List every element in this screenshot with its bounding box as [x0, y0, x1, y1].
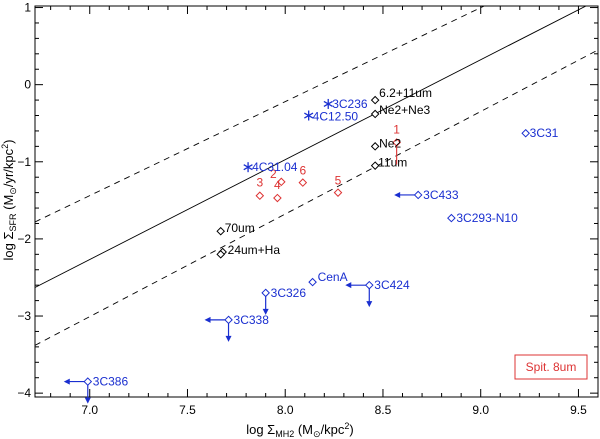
ne2-ne3-point-label: Ne2+Ne3	[379, 103, 430, 117]
ne2-ne3-diamond-marker	[370, 109, 380, 119]
3c433-diamond-marker	[413, 190, 423, 200]
11um-point-label: 11um	[378, 156, 407, 170]
2-point-label: 2	[270, 167, 277, 181]
6-2-11um-point-label: 6.2+11um	[379, 86, 432, 100]
4-point-label: 4	[274, 178, 281, 192]
70um-diamond-marker	[216, 226, 226, 236]
y-tick-label: 1	[24, 1, 31, 15]
cena-point-label: CenA	[318, 270, 348, 284]
6-diamond-marker	[298, 178, 308, 187]
4c12-50-point-label: 4C12.50	[313, 110, 359, 124]
3c293-n10-point-label: 3C293-N10	[456, 211, 518, 225]
3c31-diamond-marker	[521, 128, 530, 138]
3c31-point-label: 3C31	[530, 126, 559, 140]
3c293-n10-diamond-marker	[447, 213, 456, 223]
x-tick-label: 9.0	[472, 403, 489, 417]
4c12-50-asterisk-marker	[304, 110, 314, 121]
x-tick-label: 7.5	[179, 403, 196, 417]
lower-dashed-line	[35, 49, 598, 346]
solid-relation-line	[35, 6, 587, 288]
6-point-label: 6	[299, 164, 306, 178]
4c31-04-point-label: 4C31.04	[252, 160, 298, 174]
legend-label: Spit. 8um	[526, 360, 577, 374]
upper-dashed-line	[35, 6, 486, 223]
3c326-diamond-marker	[261, 288, 270, 298]
point-0-6-diamond-marker	[216, 250, 226, 259]
x-axis-label: log ΣMH2 (M⊙/kpc2)	[246, 421, 354, 439]
x-tick-label: 8.5	[375, 403, 392, 417]
x-tick-label: 9.5	[570, 403, 587, 417]
cena-diamond-marker	[308, 277, 317, 287]
ne2-diamond-marker	[370, 142, 380, 151]
y-axis-label: log ΣSFR (M⊙/yr/kpc2)	[0, 140, 18, 261]
ne2-point-label: Ne2	[379, 136, 401, 150]
4-diamond-marker	[273, 193, 282, 203]
3c433-point-label: 3C433	[423, 188, 459, 202]
y-tick-label: −4	[17, 386, 31, 400]
4c31-04-asterisk-marker	[243, 162, 253, 173]
2-diamond-marker	[277, 177, 286, 187]
legend-box	[514, 354, 588, 380]
plot-frame	[34, 5, 599, 398]
24um-ha-point-label: 24um+Ha	[228, 243, 281, 257]
3c236-asterisk-marker	[323, 98, 333, 109]
y-tick-label: 0	[24, 78, 31, 92]
legend: Spit. 8um	[514, 354, 588, 380]
3c386-diamond-marker	[83, 377, 93, 386]
5-diamond-marker	[333, 188, 343, 197]
6-2-11um-diamond-marker	[370, 95, 380, 105]
y-tick-label: −1	[17, 155, 31, 169]
5-point-label: 5	[335, 174, 342, 188]
1-point-label: 1	[393, 123, 400, 137]
11um-diamond-marker	[370, 161, 380, 170]
y-tick-label: −2	[17, 232, 31, 246]
70um-point-label: 70um	[225, 221, 255, 235]
x-tick-label: 8.0	[277, 403, 294, 417]
3c236-point-label: 3C236	[332, 97, 368, 111]
y-tick-label: −3	[17, 309, 31, 323]
3c326-point-label: 3C326	[271, 286, 307, 300]
3-point-label: 3	[256, 176, 263, 190]
3-diamond-marker	[255, 191, 265, 201]
3c338-point-label: 3C338	[234, 313, 270, 327]
3c424-diamond-marker	[364, 280, 374, 290]
1-diamond-marker	[392, 138, 401, 147]
3c424-point-label: 3C424	[374, 278, 410, 292]
x-tick-label: 7.0	[81, 403, 98, 417]
3c386-point-label: 3C386	[93, 375, 129, 389]
3c338-diamond-marker	[224, 315, 233, 325]
